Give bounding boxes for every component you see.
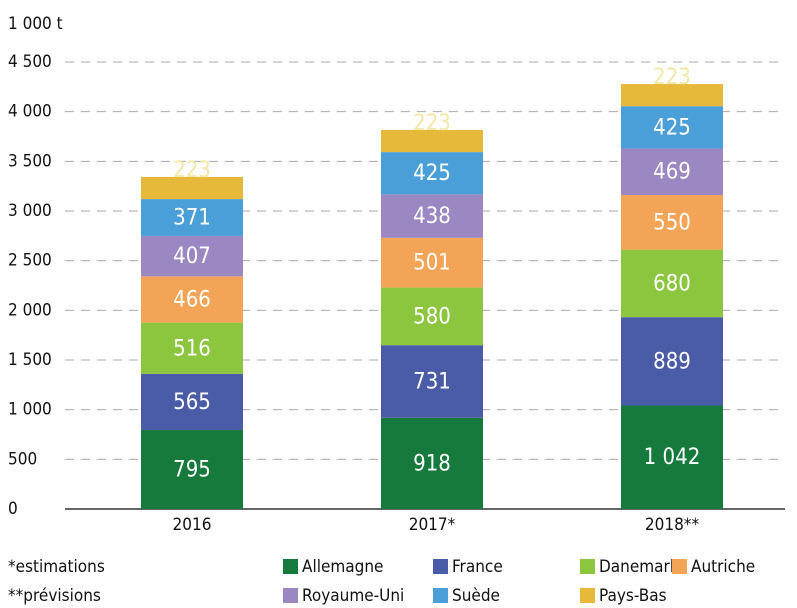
y-tick-label: 500 [8,449,37,469]
bar-segment [141,176,243,200]
y-tick-label: 2 500 [8,251,52,271]
bar-segment [141,199,243,236]
y-tick-label: 1 000 [8,400,52,420]
legend-swatch [433,559,448,574]
y-tick-label: 3 000 [8,201,52,221]
data-label: 550 [653,210,691,235]
legend-label: Suède [452,586,500,606]
data-label: 795 [173,458,211,483]
data-label: 425 [653,115,691,140]
y-tick-label: 1 500 [8,350,52,370]
data-label: 731 [413,370,451,395]
legend-swatch [580,588,595,603]
note: *estimations [8,557,105,577]
data-label: 371 [173,206,211,231]
y-unit-label: 1 000 t [8,14,63,34]
bar-segment [381,417,483,509]
bar-segment [141,373,243,431]
data-label: 223 [653,65,691,90]
legend-label: Autriche [691,557,755,577]
bar-segment [381,345,483,418]
data-label: 438 [413,204,451,229]
x-tick-label: 2016 [173,515,212,535]
data-label: 425 [413,161,451,186]
bar-segment [381,129,483,153]
data-label: 516 [173,336,211,361]
legend-label: Royaume-Uni [302,586,404,606]
data-label: 1 042 [644,445,701,470]
legend-label: France [452,557,503,577]
legend-swatch [283,588,298,603]
bar-segment [141,276,243,323]
data-label: 223 [413,111,451,136]
data-label: 469 [653,160,691,185]
data-label: 580 [413,304,451,329]
bar-segment [381,287,483,346]
legend-swatch [672,559,687,574]
bar-segment [621,405,723,509]
data-label: 680 [653,271,691,296]
bar-segment [141,430,243,509]
bar-segment [621,106,723,149]
note: **prévisions [8,586,101,606]
legend-label: Danemark [599,557,679,577]
bar-segment [621,148,723,196]
bar-segment [381,237,483,288]
data-label: 501 [413,251,451,276]
y-tick-label: 3 500 [8,151,52,171]
bar-segment [621,249,723,318]
bar-segment [621,84,723,107]
y-tick-label: 4 000 [8,102,52,122]
data-label: 407 [173,244,211,269]
y-tick-label: 4 500 [8,52,52,72]
legend-label: Pays-Bas [599,586,667,606]
bar-segment [141,235,243,277]
x-tick-label: 2018** [645,515,700,535]
bar-segment [141,322,243,374]
x-tick-label: 2017* [409,515,456,535]
legend-label: Allemagne [302,557,383,577]
legend-swatch [580,559,595,574]
bar-segment [381,194,483,238]
data-label: 918 [413,451,451,476]
data-label: 889 [653,349,691,374]
data-label: 466 [173,288,211,313]
data-label: 223 [173,158,211,183]
y-tick-label: 0 [8,499,18,519]
y-tick-label: 2 000 [8,300,52,320]
bar-segment [621,195,723,250]
legend-swatch [433,588,448,603]
bar-segment [381,152,483,195]
bar-segment [621,317,723,406]
data-label: 565 [173,390,211,415]
legend-swatch [283,559,298,574]
